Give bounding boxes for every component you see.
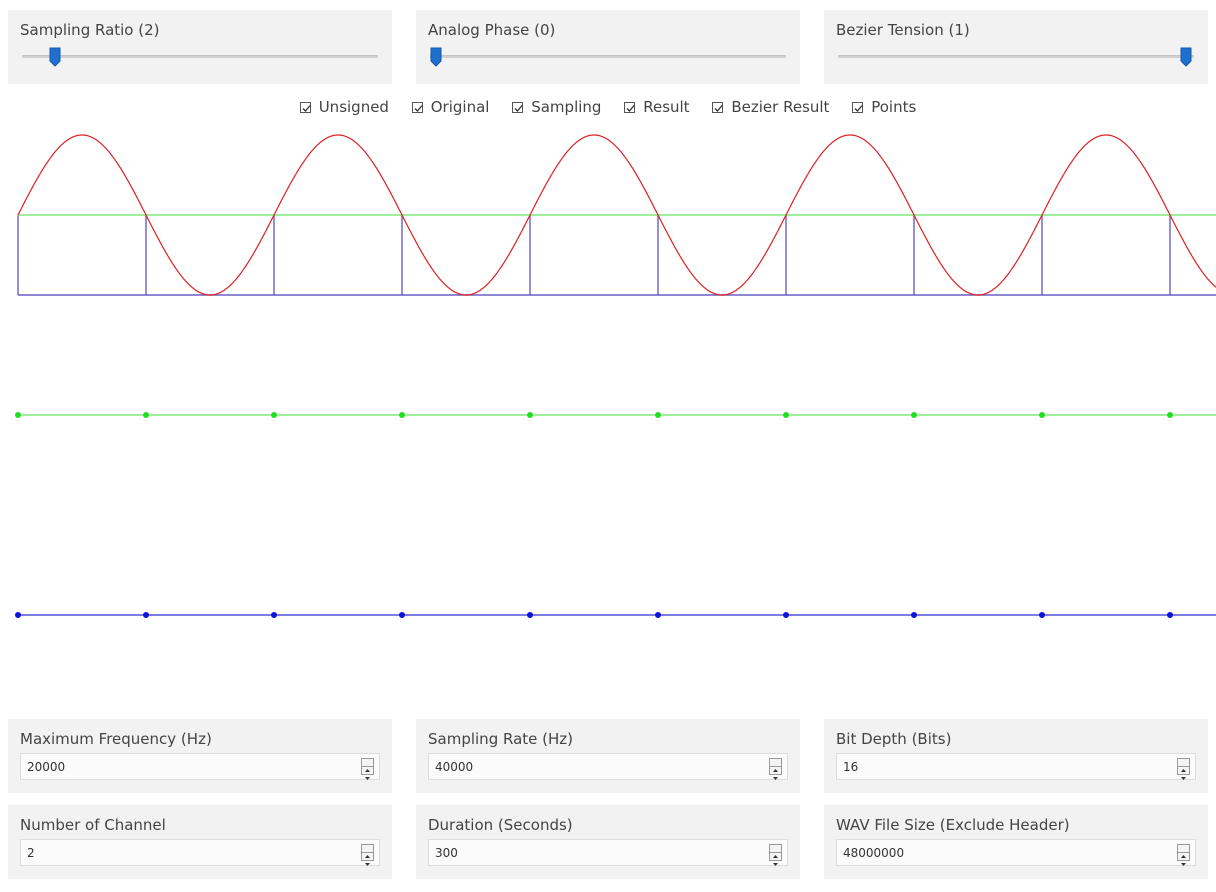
wav-file-size-panel: WAV File Size (Exclude Header) (824, 805, 1208, 879)
result-point (15, 412, 21, 418)
channel-count-field (20, 839, 380, 866)
bit-depth-input[interactable] (837, 754, 1167, 779)
original-series (17, 134, 1216, 296)
checkbox-points[interactable]: Points (852, 98, 916, 116)
bezier-result-point (1039, 612, 1045, 618)
duration-input[interactable] (429, 840, 759, 865)
stepper-up-icon[interactable] (1178, 759, 1189, 772)
bit-depth-field (836, 753, 1196, 780)
bezier-result-point (271, 612, 277, 618)
duration-field (428, 839, 788, 866)
checkbox-bezier-result[interactable]: Bezier Result (712, 98, 829, 116)
duration-stepper[interactable] (769, 844, 782, 866)
bezier-tension-label: Bezier Tension (1) (836, 21, 970, 39)
duration-label: Duration (Seconds) (428, 816, 573, 834)
bezier-result-point (399, 612, 405, 618)
checkbox-result-box[interactable] (624, 101, 636, 113)
analog-phase-label: Analog Phase (0) (428, 21, 556, 39)
bezier-result-point (143, 612, 149, 618)
result-point (399, 412, 405, 418)
sampling-rate-label: Sampling Rate (Hz) (428, 730, 573, 748)
checkbox-result[interactable]: Result (624, 98, 690, 116)
sampling-ratio-thumb[interactable] (49, 47, 61, 67)
bezier-result-point (911, 612, 917, 618)
channel-count-input[interactable] (21, 840, 351, 865)
checkbox-unsigned[interactable]: Unsigned (299, 98, 389, 116)
checkbox-sampling-label: Sampling (531, 98, 602, 116)
sampling-series (17, 215, 1216, 296)
result-point (911, 412, 917, 418)
checkbox-result-label: Result (643, 98, 690, 116)
signal-plot (15, 134, 1216, 618)
checkbox-original[interactable]: Original (411, 98, 490, 116)
result-point (1039, 412, 1045, 418)
channel-count-panel: Number of Channel (8, 805, 392, 879)
stepper-up-icon[interactable] (362, 845, 373, 858)
stepper-down-icon[interactable] (1178, 767, 1189, 780)
stepper-up-icon[interactable] (362, 759, 373, 772)
original-sine-line (17, 134, 1216, 296)
result-point (655, 412, 661, 418)
stepper-down-icon[interactable] (770, 767, 781, 780)
checkbox-sampling[interactable]: Sampling (512, 98, 601, 116)
max-frequency-panel: Maximum Frequency (Hz) (8, 719, 392, 793)
sampling-ratio-label: Sampling Ratio (2) (20, 21, 160, 39)
checkbox-points-box[interactable] (852, 101, 864, 113)
stepper-up-icon[interactable] (770, 845, 781, 858)
bezier-result-point (1167, 612, 1173, 618)
sampling-ratio-panel: Sampling Ratio (2) (8, 10, 392, 84)
bit-depth-stepper[interactable] (1177, 758, 1190, 780)
result-point (271, 412, 277, 418)
result-point (783, 412, 789, 418)
result-point (527, 412, 533, 418)
stepper-up-icon[interactable] (770, 759, 781, 772)
stepper-up-icon[interactable] (1178, 845, 1189, 858)
bezier-result-point (15, 612, 21, 618)
duration-panel: Duration (Seconds) (416, 805, 800, 879)
checkbox-sampling-box[interactable] (512, 101, 524, 113)
wav-file-size-input[interactable] (837, 840, 1167, 865)
stepper-down-icon[interactable] (362, 767, 373, 780)
channel-count-stepper[interactable] (361, 844, 374, 866)
wav-file-size-stepper[interactable] (1177, 844, 1190, 866)
bezier-result-point (783, 612, 789, 618)
bit-depth-panel: Bit Depth (Bits) (824, 719, 1208, 793)
stepper-down-icon[interactable] (1178, 853, 1189, 866)
max-frequency-stepper[interactable] (361, 758, 374, 780)
max-frequency-field (20, 753, 380, 780)
analog-phase-panel: Analog Phase (0) (416, 10, 800, 84)
stepper-down-icon[interactable] (362, 853, 373, 866)
channel-count-label: Number of Channel (20, 816, 166, 834)
sampling-ratio-track[interactable] (22, 55, 378, 58)
sampling-rate-input[interactable] (429, 754, 759, 779)
display-options: Unsigned Original Sampling Result Bezier… (0, 98, 1216, 117)
sampling-rate-panel: Sampling Rate (Hz) (416, 719, 800, 793)
checkbox-unsigned-box[interactable] (299, 101, 311, 113)
result-point (1167, 412, 1173, 418)
result-series (15, 214, 1216, 418)
stepper-down-icon[interactable] (770, 853, 781, 866)
bezier-tension-thumb[interactable] (1180, 47, 1192, 67)
sampling-rate-field (428, 753, 788, 780)
wav-file-size-field (836, 839, 1196, 866)
sampling-rate-stepper[interactable] (769, 758, 782, 780)
bezier-tension-track[interactable] (838, 55, 1194, 58)
bezier-result-series (15, 612, 1216, 618)
checkbox-bezier-result-box[interactable] (712, 101, 724, 113)
checkbox-points-label: Points (871, 98, 917, 116)
wav-file-size-label: WAV File Size (Exclude Header) (836, 816, 1070, 834)
max-frequency-label: Maximum Frequency (Hz) (20, 730, 212, 748)
bezier-result-point (527, 612, 533, 618)
max-frequency-input[interactable] (21, 754, 351, 779)
result-point (143, 412, 149, 418)
checkbox-original-label: Original (430, 98, 490, 116)
bezier-tension-panel: Bezier Tension (1) (824, 10, 1208, 84)
analog-phase-thumb[interactable] (430, 47, 442, 67)
checkbox-unsigned-label: Unsigned (318, 98, 389, 116)
bit-depth-label: Bit Depth (Bits) (836, 730, 952, 748)
checkbox-original-box[interactable] (411, 101, 423, 113)
bezier-result-point (655, 612, 661, 618)
checkbox-bezier-result-label: Bezier Result (731, 98, 830, 116)
analog-phase-track[interactable] (430, 55, 786, 58)
